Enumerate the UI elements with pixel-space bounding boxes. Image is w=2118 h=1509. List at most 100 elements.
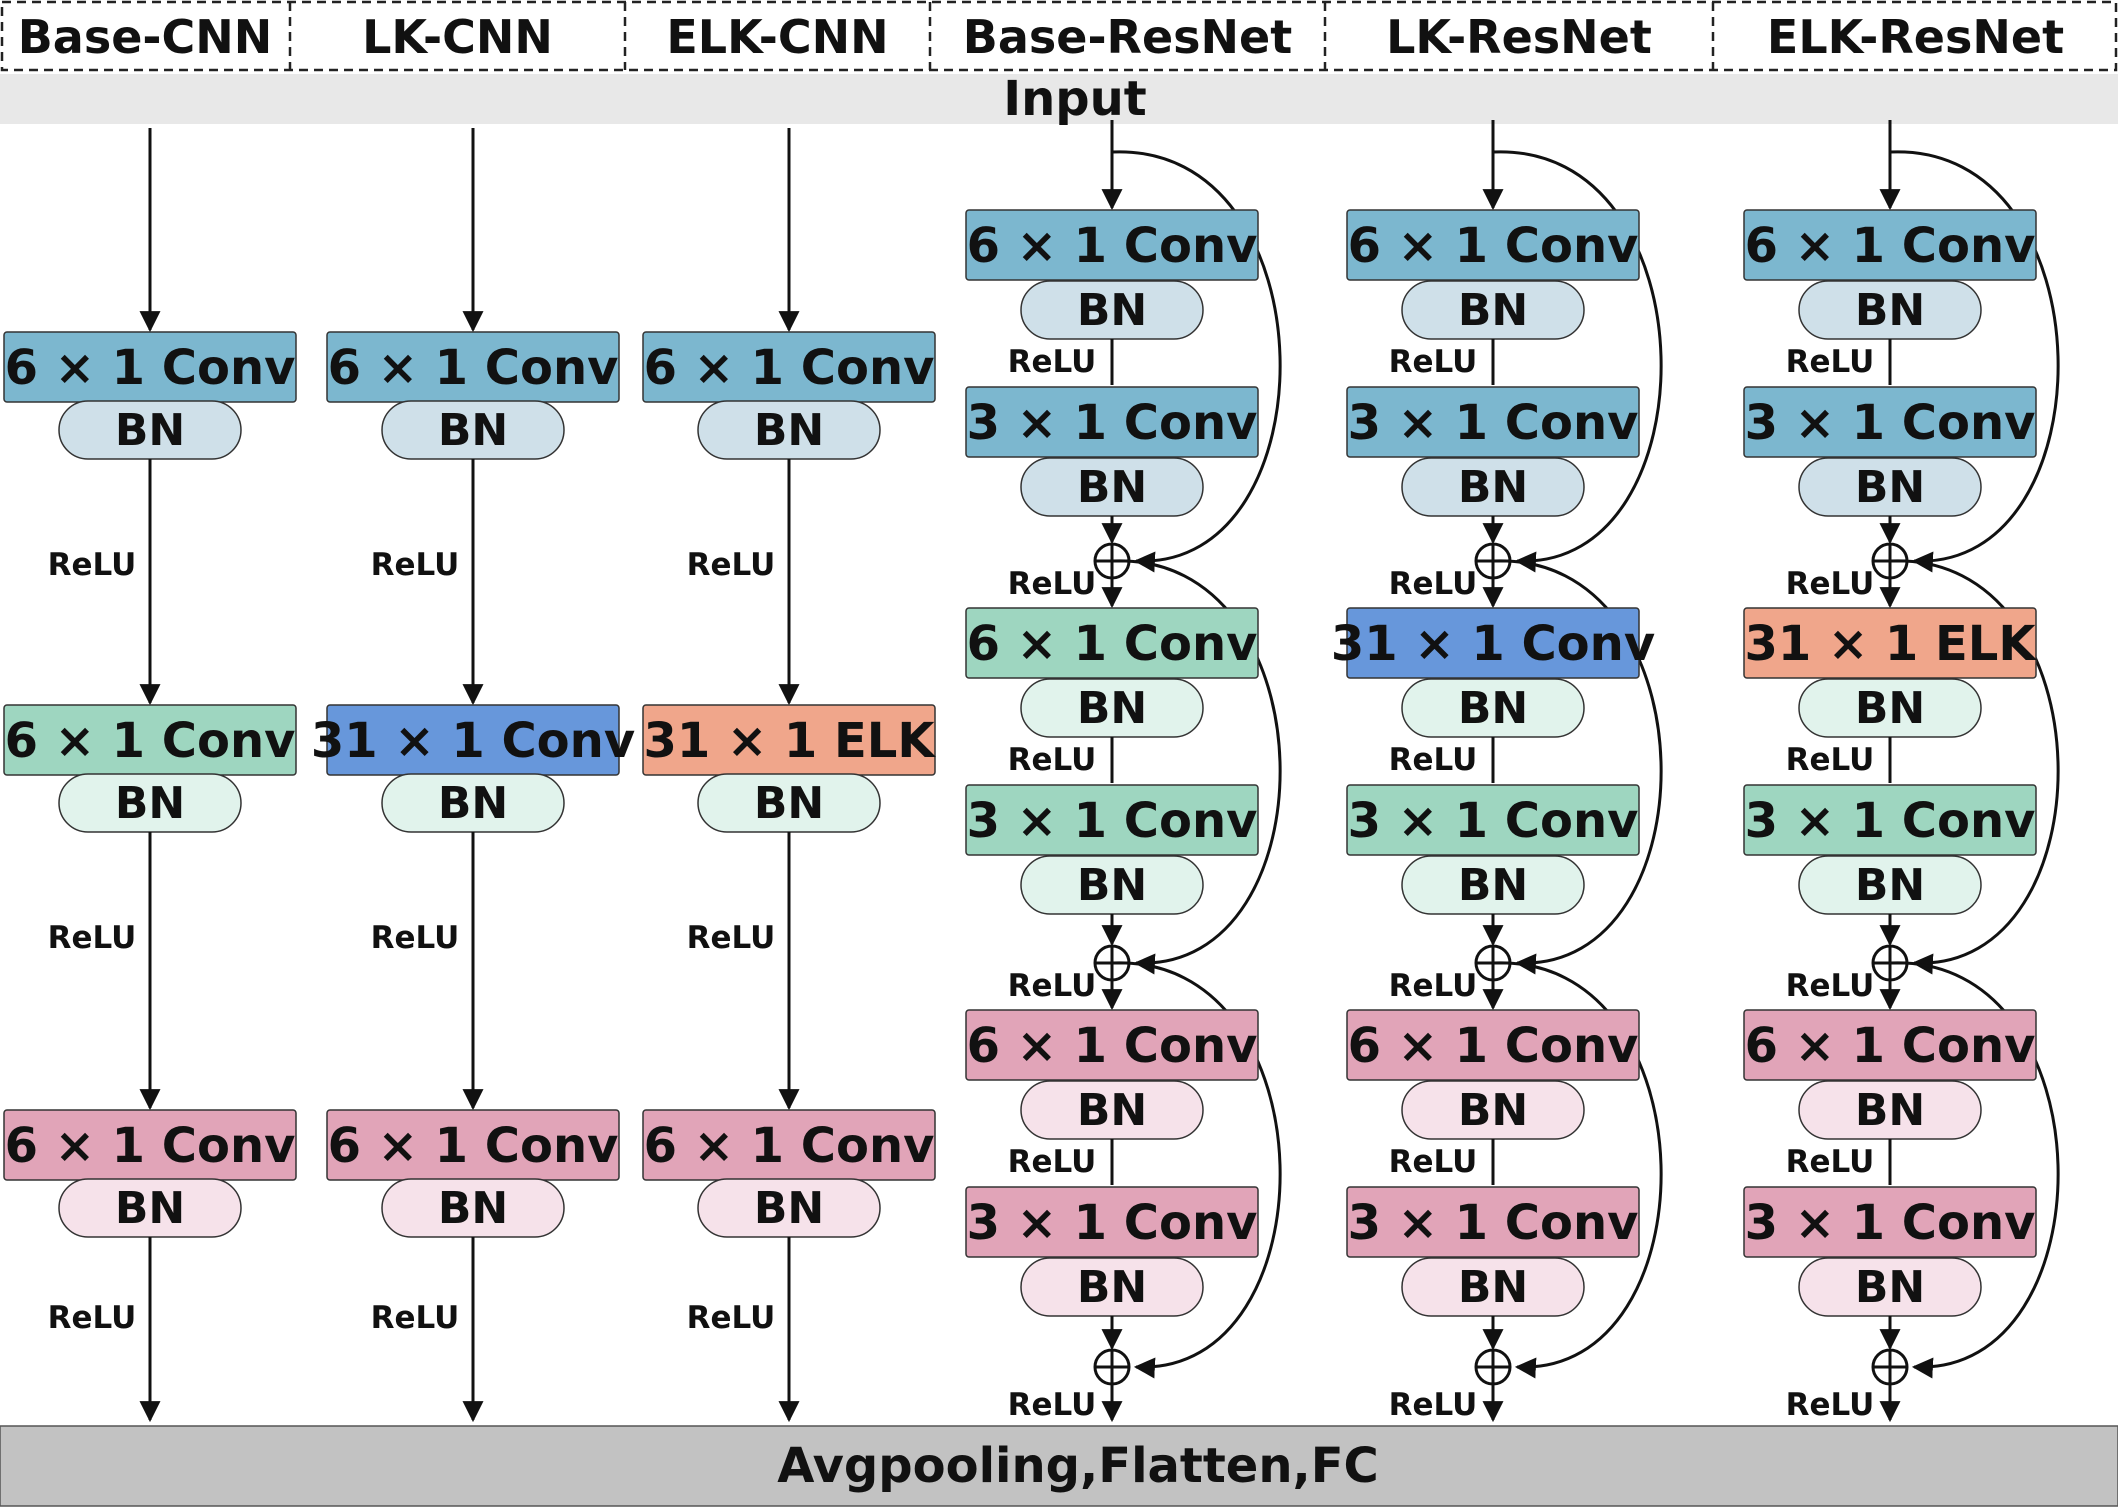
bn-block: BN <box>381 400 565 460</box>
conv-block-box <box>965 607 1259 679</box>
conv-block: 3 × 1 Conv <box>1743 784 2037 856</box>
conv-block: 6 × 1 Conv <box>1346 209 1640 281</box>
conv-block-label: 6 × 1 Conv <box>328 340 619 396</box>
bn-block-label: BN <box>1855 683 1925 734</box>
conv-block: 6 × 1 Conv <box>3 704 297 776</box>
bn-block: BN <box>1401 855 1585 915</box>
model-title: Base-CNN <box>18 10 273 64</box>
bn-block-label: BN <box>438 1183 508 1234</box>
conv-block-box <box>1346 386 1640 458</box>
conv-block-label: 3 × 1 Conv <box>1348 395 1639 451</box>
conv-block-box <box>1743 386 2037 458</box>
model-column-elk-cnn: 6 × 1 Conv BN ReLU 31 × 1 ELK BN ReLU 6 × 1 Co… <box>642 128 936 1423</box>
conv-block: 6 × 1 Conv <box>1743 1009 2037 1081</box>
residual-add-icon <box>1093 1348 1131 1386</box>
conv-block-box <box>1346 1186 1640 1258</box>
conv-block-label: 3 × 1 Conv <box>967 793 1258 849</box>
bn-block-label: BN <box>438 778 508 829</box>
relu-label: ReLU <box>1008 344 1097 380</box>
conv-block-label: 3 × 1 Conv <box>1745 793 2036 849</box>
bn-block-label: BN <box>438 405 508 456</box>
conv-block-box <box>1346 1009 1640 1081</box>
relu-label: ReLU <box>371 547 460 583</box>
model-column-elk-resnet: 6 × 1 Conv BN ReLU 3 × 1 Conv BN ReLU 31 × 1 E… <box>1743 120 2060 1423</box>
relu-label: ReLU <box>1389 968 1478 1004</box>
bn-block: BN <box>381 1178 565 1238</box>
model-column-lk-cnn: 6 × 1 Conv BN ReLU 31 × 1 Conv BN ReLU 6 × 1 C… <box>311 128 635 1423</box>
bn-block: BN <box>58 773 242 833</box>
relu-label: ReLU <box>371 1300 460 1336</box>
input-label: Input <box>1003 71 1147 127</box>
skip-connection <box>1492 559 1663 975</box>
bn-block-label: BN <box>1458 683 1528 734</box>
bn-block: BN <box>1401 678 1585 738</box>
bn-block-label: BN <box>1458 1085 1528 1136</box>
bn-block: BN <box>1401 280 1585 340</box>
bn-block: BN <box>1020 678 1204 738</box>
relu-label: ReLU <box>687 920 776 956</box>
bn-block: BN <box>58 1178 242 1238</box>
relu-label: ReLU <box>687 1300 776 1336</box>
conv-block-label: 6 × 1 Conv <box>1348 1018 1639 1074</box>
conv-block: 6 × 1 Conv <box>965 1009 1259 1081</box>
relu-label: ReLU <box>1389 1387 1478 1423</box>
bn-block: BN <box>1798 457 1982 517</box>
bn-block-label: BN <box>1458 860 1528 911</box>
conv-block-label: 6 × 1 Conv <box>5 340 296 396</box>
bn-block: BN <box>1020 1257 1204 1317</box>
conv-block: 6 × 1 Conv <box>965 607 1259 679</box>
conv-block: 31 × 1 ELK <box>1743 607 2037 679</box>
conv-block-label: 3 × 1 Conv <box>1745 395 2036 451</box>
skip-connection <box>1889 559 2060 975</box>
bn-block-label: BN <box>1077 285 1147 336</box>
relu-label: ReLU <box>1389 742 1478 778</box>
bn-block: BN <box>1401 1257 1585 1317</box>
bn-block: BN <box>1401 457 1585 517</box>
bn-block: BN <box>1020 1080 1204 1140</box>
skip-connection <box>1492 150 1663 573</box>
conv-block-box <box>1743 784 2037 856</box>
conv-block: 3 × 1 Conv <box>1743 386 2037 458</box>
conv-block-label: 6 × 1 Conv <box>967 616 1258 672</box>
bn-block-label: BN <box>1855 462 1925 513</box>
bn-block-label: BN <box>1077 683 1147 734</box>
skip-connection <box>1889 150 2060 573</box>
conv-block-label: 31 × 1 Conv <box>1331 616 1655 672</box>
conv-block-label: 6 × 1 Conv <box>1745 1018 2036 1074</box>
conv-block-box <box>965 386 1259 458</box>
bn-block-label: BN <box>1458 285 1528 336</box>
conv-block-label: 3 × 1 Conv <box>967 395 1258 451</box>
relu-label: ReLU <box>1786 1144 1875 1180</box>
conv-block: 3 × 1 Conv <box>1743 1186 2037 1258</box>
model-title: Base-ResNet <box>963 10 1292 64</box>
relu-label: ReLU <box>1786 968 1875 1004</box>
model-title: ELK-ResNet <box>1767 10 2064 64</box>
relu-label: ReLU <box>1389 344 1478 380</box>
bn-block: BN <box>1020 457 1204 517</box>
relu-label: ReLU <box>1786 742 1875 778</box>
conv-block-label: 6 × 1 Conv <box>5 1118 296 1174</box>
model-title: ELK-CNN <box>666 10 888 64</box>
model-column-base-resnet: 6 × 1 Conv BN ReLU 3 × 1 Conv BN ReLU 6 × 1 Co… <box>965 120 1282 1423</box>
conv-block: 3 × 1 Conv <box>965 386 1259 458</box>
model-title: LK-CNN <box>362 10 553 64</box>
bn-block-label: BN <box>1458 462 1528 513</box>
bn-block-label: BN <box>1855 1085 1925 1136</box>
skip-connection <box>1111 150 1282 573</box>
bn-block: BN <box>1798 1257 1982 1317</box>
conv-block-label: 31 × 1 ELK <box>643 713 936 769</box>
conv-block: 31 × 1 ELK <box>642 704 936 776</box>
conv-block-box <box>1346 607 1640 679</box>
bn-block-label: BN <box>1077 462 1147 513</box>
bn-block-label: BN <box>1077 1262 1147 1313</box>
bn-block-label: BN <box>1855 860 1925 911</box>
bn-block: BN <box>697 1178 881 1238</box>
relu-label: ReLU <box>1786 566 1875 602</box>
residual-add-icon <box>1474 1348 1512 1386</box>
conv-block-box <box>965 1186 1259 1258</box>
skip-connection <box>1492 961 1663 1379</box>
relu-label: ReLU <box>1786 1387 1875 1423</box>
conv-block: 3 × 1 Conv <box>965 784 1259 856</box>
